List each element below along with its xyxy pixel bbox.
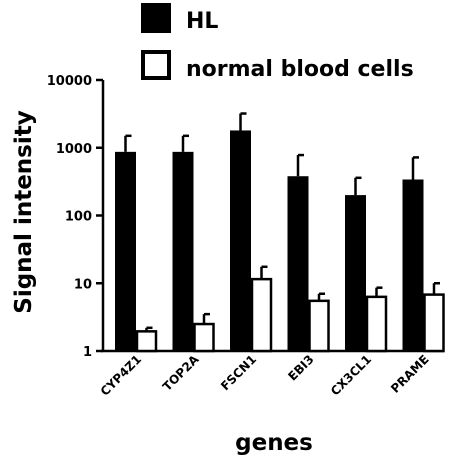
y-tick-label: 1000: [56, 142, 92, 157]
y-ticks: 1 10 100 1000 10000: [47, 74, 103, 360]
legend: HL normal blood cells: [141, 3, 414, 82]
bar-normal: [423, 293, 445, 353]
legend-swatch-hl: [141, 3, 171, 33]
category-labels: CYP4Z1 TOP2A FSCN1 EBI3 CX3CL1 PRAME: [98, 352, 432, 399]
bar-normal: [365, 295, 388, 353]
legend-swatch-normal: [141, 50, 171, 80]
legend-label-hl: HL: [186, 9, 218, 34]
bar-hl: [402, 179, 424, 351]
bar-hl: [345, 195, 366, 351]
bar-hl: [287, 176, 309, 351]
y-tick-label: 1: [83, 345, 92, 360]
bar-hl: [230, 130, 251, 351]
bar-hl: [115, 151, 136, 351]
bar-normal: [135, 330, 158, 353]
category-label: CX3CL1: [328, 352, 374, 398]
category-label: PRAME: [388, 352, 431, 395]
x-axis-title: genes: [235, 430, 313, 456]
bar-normal: [193, 322, 215, 353]
y-tick-label: 10000: [47, 74, 92, 89]
bars: [115, 112, 445, 353]
axes: 1 10 100 1000 10000: [47, 74, 444, 360]
y-axis-title: Signal intensity: [11, 110, 37, 314]
bar-hl: [172, 151, 194, 351]
y-tick-label: 100: [65, 210, 92, 225]
category-label: EBI3: [285, 352, 316, 383]
category-label: CYP4Z1: [98, 352, 144, 398]
category-label: FSCN1: [218, 352, 259, 393]
bar-normal: [250, 277, 273, 353]
bar-normal: [308, 299, 330, 353]
legend-label-normal: normal blood cells: [186, 57, 414, 82]
y-tick-label: 10: [74, 277, 92, 292]
category-label: TOP2A: [160, 352, 202, 394]
